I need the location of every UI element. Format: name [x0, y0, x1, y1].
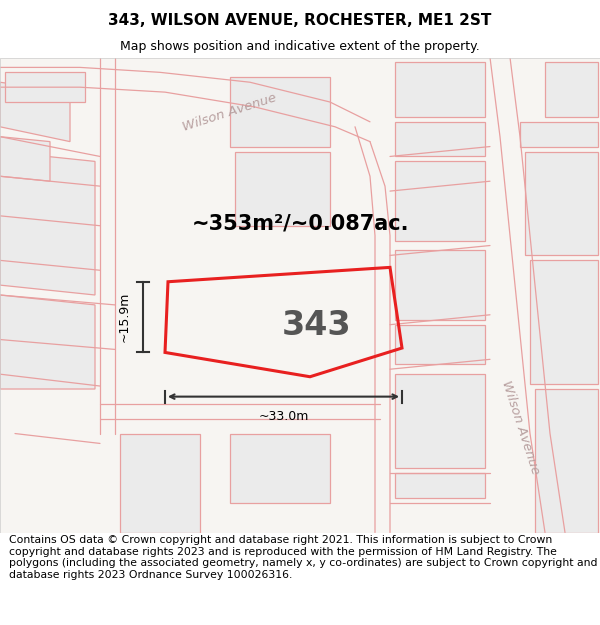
Polygon shape [535, 389, 598, 532]
Polygon shape [0, 82, 70, 142]
Polygon shape [395, 374, 485, 468]
Polygon shape [395, 122, 485, 156]
Polygon shape [235, 151, 330, 226]
Polygon shape [0, 151, 95, 295]
Polygon shape [0, 137, 50, 181]
Polygon shape [0, 295, 95, 389]
Polygon shape [120, 434, 200, 532]
Text: ~33.0m: ~33.0m [259, 411, 308, 424]
Polygon shape [395, 251, 485, 320]
Text: Map shows position and indicative extent of the property.: Map shows position and indicative extent… [120, 40, 480, 53]
Polygon shape [230, 434, 330, 502]
Polygon shape [230, 78, 330, 146]
Text: Wilson Avenue: Wilson Avenue [499, 379, 541, 476]
Text: ~353m²/~0.087ac.: ~353m²/~0.087ac. [191, 213, 409, 233]
Polygon shape [545, 62, 598, 117]
Polygon shape [395, 325, 485, 364]
Text: Contains OS data © Crown copyright and database right 2021. This information is : Contains OS data © Crown copyright and d… [9, 535, 598, 580]
Text: Wilson Avenue: Wilson Avenue [181, 91, 278, 134]
Polygon shape [520, 122, 598, 146]
Polygon shape [395, 161, 485, 241]
Polygon shape [5, 72, 85, 102]
Polygon shape [395, 473, 485, 498]
Text: 343, WILSON AVENUE, ROCHESTER, ME1 2ST: 343, WILSON AVENUE, ROCHESTER, ME1 2ST [109, 12, 491, 28]
Text: ~15.9m: ~15.9m [118, 292, 131, 342]
Polygon shape [525, 151, 598, 256]
Polygon shape [395, 62, 485, 117]
Polygon shape [530, 261, 598, 384]
Text: 343: 343 [282, 309, 352, 342]
